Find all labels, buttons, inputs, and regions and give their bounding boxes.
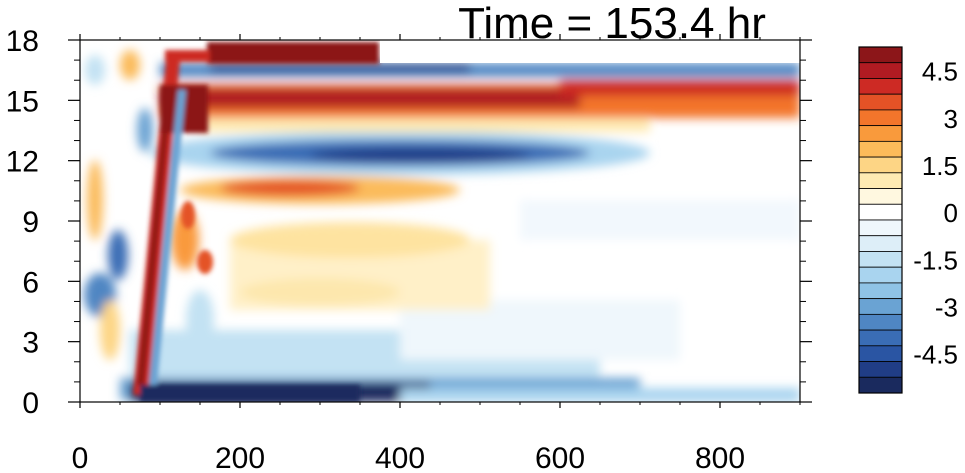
positive-band-10km-core: [220, 180, 360, 196]
light-positive-band-13km: [200, 118, 650, 132]
strong-positive-band-15km-east: [560, 80, 800, 96]
colorbar-box: [858, 156, 903, 174]
colorbar-box: [858, 266, 903, 284]
front-positive-patch-2: [181, 201, 195, 229]
y-tick-label: 12: [6, 146, 39, 179]
colorbar-label: 3: [944, 104, 958, 134]
colorbar-box: [858, 109, 903, 127]
colorbar: [858, 46, 903, 394]
masked-region: [380, 40, 800, 63]
colorbar-labels: 4.5 3 1.5 0 -1.5 -3 -4.5: [913, 57, 958, 370]
axis-ticks: [68, 34, 812, 408]
y-tick-label: 3: [22, 327, 39, 360]
colorbar-box: [858, 251, 903, 268]
colorbar-box: [858, 298, 903, 315]
upper-light-negative: [520, 200, 800, 240]
colorbar-box: [858, 62, 903, 79]
colorbar-box: [858, 188, 903, 205]
colorbar-box: [858, 46, 903, 64]
colorbar-label: 4.5: [922, 57, 958, 87]
colorbar-box: [858, 235, 903, 252]
colorbar-box: [858, 345, 903, 362]
front-positive-patch: [197, 250, 213, 274]
colorbar-label: -3: [935, 293, 958, 323]
colorbar-box: [858, 329, 903, 347]
strong-positive-band-15km: [160, 88, 580, 108]
plot-area: [80, 40, 800, 402]
x-tick-label: 0: [72, 442, 89, 473]
y-tick-label: 6: [22, 266, 39, 299]
colorbar-frame: [858, 46, 903, 394]
y-tick-label: 0: [22, 387, 39, 420]
y-tick-label: 18: [6, 25, 39, 58]
y-tick-labels: 0 3 6 9 12 15 18: [6, 25, 39, 420]
colorbar-box: [858, 376, 903, 394]
upper-positive-band-left: [165, 50, 210, 62]
colorbar-label: 1.5: [922, 151, 958, 181]
left-negative-patch-3: [85, 55, 105, 85]
x-tick-label: 600: [535, 442, 585, 473]
x-tick-label: 800: [695, 442, 745, 473]
colorbar-box: [858, 172, 903, 189]
midlevel-positive-patch-2: [240, 278, 400, 306]
x-tick-labels: 0 200 400 600 800: [72, 442, 745, 473]
colorbar-box: [858, 140, 903, 158]
left-positive-patch-3: [100, 300, 120, 360]
front-negative-edge: [148, 90, 186, 395]
colorbar-box: [858, 313, 903, 331]
chart-title: Time = 153.4 hr: [458, 0, 766, 48]
x-tick-label: 200: [215, 442, 265, 473]
x-tick-label: 400: [375, 442, 425, 473]
left-negative-patch-4: [137, 108, 153, 152]
left-positive-patch: [87, 160, 103, 240]
colorbar-label: 0: [944, 198, 958, 228]
bottom-core: [140, 385, 360, 402]
colorbar-box: [858, 78, 903, 95]
tilted-front-core: [137, 90, 172, 385]
left-negative-patch-5: [186, 290, 214, 350]
y-tick-label: 9: [22, 206, 39, 239]
colorbar-box: [858, 125, 903, 142]
negative-band-12km-core: [310, 148, 530, 162]
colorbar-box: [858, 203, 903, 221]
colorbar-label: -1.5: [913, 245, 958, 275]
y-tick-label: 15: [6, 85, 39, 118]
negative-band-16km-core: [210, 64, 470, 72]
left-negative-patch-2: [108, 230, 128, 280]
bottom-negative-band-east: [400, 388, 800, 402]
colorbar-box: [858, 219, 903, 237]
colorbar-label: -4.5: [913, 340, 958, 370]
upper-positive-band: [207, 42, 379, 64]
colorbar-box: [858, 282, 903, 300]
heatmap-sharp: [133, 42, 379, 402]
colorbar-box: [858, 93, 903, 111]
colorbar-box: [858, 361, 903, 378]
midlevel-positive-patch: [230, 222, 470, 258]
left-positive-patch-2: [120, 50, 140, 80]
